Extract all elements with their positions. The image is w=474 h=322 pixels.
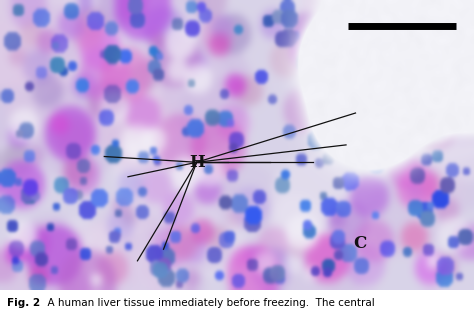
Text: H: H xyxy=(189,154,205,171)
Text: Fig. 2: Fig. 2 xyxy=(7,298,40,308)
Text: A human liver tissue immediately before freezing.  The central: A human liver tissue immediately before … xyxy=(41,298,374,308)
Text: C: C xyxy=(354,235,367,252)
